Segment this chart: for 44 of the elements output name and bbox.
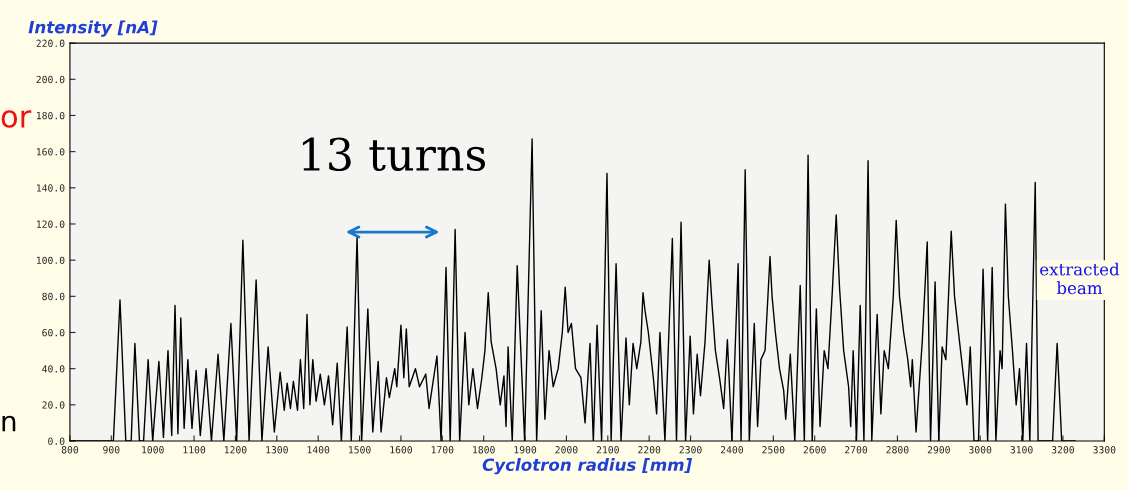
x-tick-label: 2800 bbox=[886, 446, 909, 454]
x-tick-label: 1900 bbox=[514, 446, 537, 454]
x-tick-label: 1500 bbox=[349, 446, 371, 454]
x-tick-label: 1800 bbox=[473, 446, 495, 454]
y-tick-label: 160.0 bbox=[36, 148, 65, 156]
x-tick-label: 2200 bbox=[638, 446, 661, 454]
annotation: extracted beam bbox=[1040, 262, 1120, 295]
y-tick-label: 100.0 bbox=[36, 256, 65, 264]
x-tick-label: 900 bbox=[103, 446, 120, 454]
x-tick-label: 2000 bbox=[555, 446, 578, 454]
text: n bbox=[2, 415, 16, 432]
x-tick-label: 2700 bbox=[845, 446, 868, 454]
y-axis-title: Intensity [nA] bbox=[28, 20, 158, 37]
x-tick-label: 1300 bbox=[266, 446, 288, 454]
annotation: 13 turns bbox=[302, 137, 486, 172]
y-tick-label: 220.0 bbox=[36, 39, 65, 47]
x-tick-label: 800 bbox=[61, 446, 79, 454]
x-tick-label: 1200 bbox=[224, 446, 247, 454]
y-tick-label: 140.0 bbox=[36, 184, 65, 192]
y-tick-label: 200.0 bbox=[36, 75, 65, 84]
x-tick-label: 2600 bbox=[803, 446, 826, 454]
x-tick-label: 1000 bbox=[142, 446, 164, 454]
x-tick-label: 1400 bbox=[307, 446, 330, 454]
x-tick-label: 2500 bbox=[762, 446, 785, 454]
x-tick-label: 1600 bbox=[390, 446, 413, 454]
y-tick-label: 40.0 bbox=[42, 365, 65, 373]
x-tick-label: 3000 bbox=[969, 446, 992, 454]
x-tick-label: 1100 bbox=[183, 446, 206, 454]
x-tick-label: 2400 bbox=[720, 446, 744, 454]
x-tick-label: 1700 bbox=[431, 446, 454, 454]
y-tick-label: 120.0 bbox=[36, 220, 65, 228]
y-tick-label: 80.0 bbox=[42, 292, 65, 301]
x-tick-label: 3300 bbox=[1093, 446, 1116, 454]
x-tick-label: 3200 bbox=[1051, 446, 1075, 454]
x-axis-title: Cyclotron radius [mm] bbox=[482, 458, 693, 475]
x-tick-label: 2900 bbox=[927, 446, 950, 454]
y-tick-label: 20.0 bbox=[42, 401, 65, 409]
text: or bbox=[1, 110, 32, 128]
x-tick-label: 3100 bbox=[1010, 446, 1033, 454]
y-tick-label: 60.0 bbox=[42, 328, 65, 337]
y-tick-label: 0.0 bbox=[48, 437, 65, 445]
x-tick-label: 2300 bbox=[679, 446, 702, 454]
x-tick-label: 2100 bbox=[596, 446, 619, 454]
y-tick-label: 180.0 bbox=[36, 111, 65, 120]
